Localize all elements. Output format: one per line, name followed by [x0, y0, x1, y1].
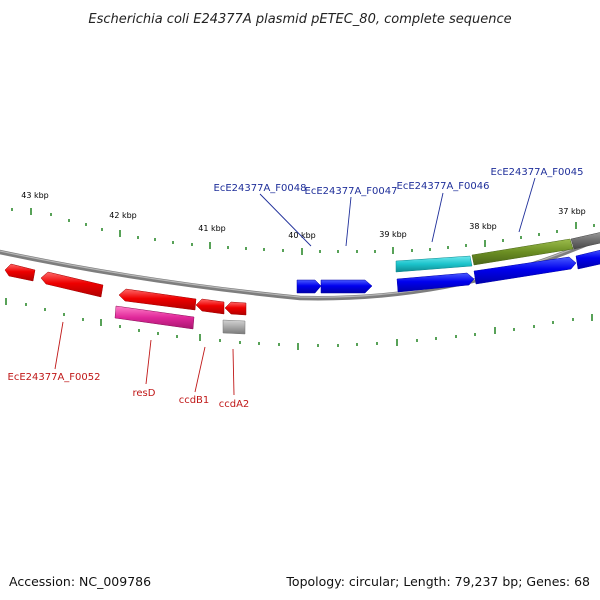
- gene-arrow[interactable]: [473, 256, 577, 285]
- summary-text: Topology: circular; Length: 79,237 bp; G…: [285, 574, 590, 589]
- kbp-label: 37 kbp: [558, 207, 586, 216]
- gene-arrow[interactable]: [4, 263, 36, 282]
- kbp-label: 38 kbp: [469, 222, 497, 231]
- gene-label-f0047[interactable]: EcE24377A_F0047: [305, 186, 398, 197]
- kbp-label: 40 kbp: [288, 231, 316, 240]
- gene-label-ccda2[interactable]: ccdA2: [219, 399, 250, 410]
- gene-label-ccdb1[interactable]: ccdB1: [179, 395, 210, 406]
- gene-arrow[interactable]: [296, 279, 322, 294]
- gene-label-resd[interactable]: resD: [133, 388, 156, 399]
- outer-tick-marks: [11, 208, 595, 255]
- kbp-label: 39 kbp: [379, 230, 407, 239]
- gene-arrow[interactable]: [471, 238, 574, 266]
- gene-arrow[interactable]: [118, 288, 197, 311]
- gene-label-f0052[interactable]: EcE24377A_F0052: [8, 372, 101, 383]
- gene-arrow[interactable]: [570, 232, 600, 250]
- forward-strand-genes: [395, 232, 600, 273]
- gene-arrow[interactable]: [396, 272, 475, 293]
- gene-label-f0046[interactable]: EcE24377A_F0046: [397, 181, 490, 192]
- inner-tick-marks: [5, 298, 593, 350]
- map-title: Escherichia coli E24377A plasmid pETEC_8…: [88, 12, 511, 27]
- kbp-label: 42 kbp: [109, 211, 137, 220]
- gene-arrow[interactable]: [222, 319, 246, 335]
- top-label-leaders: [259, 177, 536, 247]
- gene-arrow[interactable]: [195, 298, 225, 315]
- reverse-strand-genes: [4, 263, 247, 335]
- gene-arrow[interactable]: [224, 301, 247, 316]
- gene-label-f0048[interactable]: EcE24377A_F0048: [214, 183, 307, 194]
- kbp-label: 41 kbp: [198, 224, 226, 233]
- kbp-label: 43 kbp: [21, 191, 49, 200]
- gene-arrow[interactable]: [395, 255, 473, 273]
- forward-blue-genes: [296, 249, 600, 294]
- gene-arrow[interactable]: [575, 249, 600, 270]
- gene-arrow[interactable]: [320, 279, 373, 294]
- bottom-label-leaders: [54, 321, 235, 396]
- gene-label-f0045[interactable]: EcE24377A_F0045: [491, 167, 584, 178]
- accession-text: Accession: NC_009786: [9, 574, 151, 589]
- gene-arrow[interactable]: [114, 305, 195, 330]
- gene-arrow[interactable]: [40, 271, 104, 298]
